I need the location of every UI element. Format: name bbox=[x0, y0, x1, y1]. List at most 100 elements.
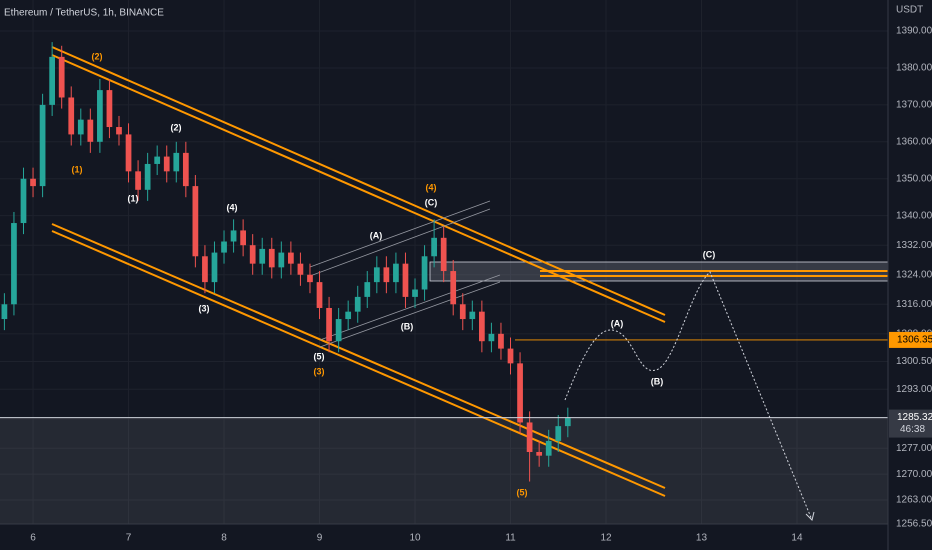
y-tick-label: 1332.00 bbox=[896, 240, 932, 251]
candle-body bbox=[97, 90, 103, 142]
y-tick-label: 1270.00 bbox=[896, 469, 932, 480]
candle-body bbox=[106, 90, 113, 128]
last-price-label: 1285.32 bbox=[897, 412, 932, 423]
candle-body bbox=[240, 230, 246, 246]
x-tick-label: 10 bbox=[409, 533, 421, 544]
candle-body bbox=[354, 296, 361, 312]
wave-label: (4) bbox=[227, 202, 238, 212]
last-price-label-bg bbox=[889, 409, 932, 438]
candle-body bbox=[87, 119, 94, 142]
y-tick-label: 1380.00 bbox=[896, 63, 932, 74]
candle-body bbox=[192, 186, 199, 257]
channel-line bbox=[51, 223, 666, 489]
candle-body bbox=[11, 223, 17, 305]
channel-line bbox=[51, 230, 666, 497]
candle-body bbox=[268, 248, 275, 268]
price-zone bbox=[0, 417, 888, 524]
candle-body bbox=[364, 282, 371, 297]
candle-body bbox=[278, 252, 285, 268]
x-tick-label: 9 bbox=[317, 533, 323, 544]
candle-body bbox=[307, 274, 313, 283]
candle-body bbox=[135, 171, 141, 190]
x-tick-label: 14 bbox=[791, 533, 803, 544]
wave-label: (3) bbox=[199, 303, 210, 313]
projection-path bbox=[564, 271, 813, 521]
candle-body bbox=[469, 311, 476, 320]
candle-body bbox=[316, 282, 323, 308]
candle-body bbox=[488, 333, 495, 342]
candle-body bbox=[545, 440, 552, 456]
candle-body bbox=[154, 156, 161, 164]
countdown-label: 46:38 bbox=[900, 424, 925, 435]
candle-body bbox=[402, 263, 409, 297]
candle-body bbox=[335, 319, 342, 342]
candle-body bbox=[221, 241, 227, 253]
channel-line bbox=[51, 54, 666, 323]
candle-body bbox=[144, 163, 151, 190]
candle-body bbox=[58, 56, 65, 98]
candle-body bbox=[173, 152, 180, 172]
level-label-bg bbox=[889, 331, 932, 348]
candle-body bbox=[440, 237, 447, 272]
candle-body bbox=[373, 267, 380, 283]
wave-label: (5) bbox=[517, 487, 528, 497]
wave-label: (4) bbox=[426, 182, 437, 192]
candle-body bbox=[393, 263, 399, 283]
projection-arrow bbox=[805, 511, 815, 521]
y-tick-label: 1360.00 bbox=[896, 136, 932, 147]
candle-body bbox=[564, 417, 571, 427]
candle-body bbox=[517, 363, 523, 423]
wave-label: (C) bbox=[425, 197, 438, 207]
candle-body bbox=[555, 426, 562, 441]
chart-title: Ethereum / TetherUS, 1h, BINANCE bbox=[4, 8, 164, 19]
wave-label: (2) bbox=[171, 122, 182, 132]
candle-body bbox=[249, 245, 256, 264]
x-tick-label: 11 bbox=[505, 533, 516, 544]
candle-body bbox=[182, 152, 189, 187]
y-tick-label: 1277.00 bbox=[896, 443, 932, 454]
candle-body bbox=[431, 237, 437, 257]
y-tick-label: 1263.00 bbox=[896, 495, 932, 506]
wave-label: (3) bbox=[314, 366, 325, 376]
wave-label: (1) bbox=[72, 164, 83, 174]
candle-body bbox=[478, 311, 485, 342]
candle-body bbox=[230, 230, 237, 242]
candle-body bbox=[163, 156, 170, 172]
y-tick-label: 1340.00 bbox=[896, 210, 932, 221]
candle-body bbox=[125, 134, 132, 172]
wave-label: (A) bbox=[370, 230, 383, 240]
candle-body bbox=[459, 304, 466, 320]
candle-body bbox=[116, 127, 122, 135]
wave-label: (5) bbox=[314, 351, 325, 361]
candle-body bbox=[39, 104, 46, 187]
plot-area bbox=[0, 0, 889, 525]
wave-label: (1) bbox=[128, 193, 139, 203]
correction-channel bbox=[309, 200, 491, 268]
candle-body bbox=[1, 304, 8, 320]
correction-channel bbox=[309, 208, 491, 277]
candle-body bbox=[326, 307, 332, 342]
candle-body bbox=[345, 311, 352, 320]
x-tick-label: 7 bbox=[126, 533, 132, 544]
y-tick-label: 1316.00 bbox=[896, 299, 932, 310]
candle-body bbox=[297, 263, 304, 275]
x-tick-label: 8 bbox=[221, 533, 227, 544]
correction-channel bbox=[319, 281, 501, 348]
candle-body bbox=[202, 256, 208, 283]
x-tick-label: 12 bbox=[600, 533, 612, 544]
candle-body bbox=[288, 252, 294, 264]
y-tick-label: 1293.00 bbox=[896, 384, 932, 395]
candle-body bbox=[211, 252, 218, 283]
candle-body bbox=[20, 178, 27, 224]
wave-label: (C) bbox=[703, 249, 716, 259]
wave-label: (A) bbox=[611, 318, 624, 328]
candle-body bbox=[507, 348, 514, 364]
y-tick-label: 1300.50 bbox=[896, 356, 932, 367]
wave-label: (B) bbox=[651, 376, 664, 386]
candle-body bbox=[77, 119, 84, 135]
correction-channel bbox=[319, 274, 501, 341]
y-tick-label: 1256.50 bbox=[896, 519, 932, 530]
candle-body bbox=[421, 256, 428, 290]
